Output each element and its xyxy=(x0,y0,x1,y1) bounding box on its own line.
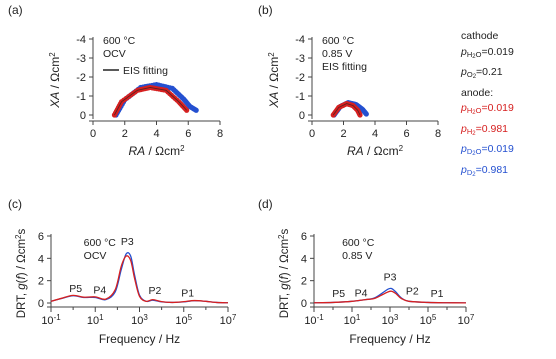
peak-label: P1 xyxy=(431,288,444,300)
side-legend: cathode pH2O=0.019 pO2=0.21 anode: pH2O=… xyxy=(461,29,514,183)
y-tick-label: 6 xyxy=(38,231,44,243)
x-tick-label: 10-1 xyxy=(41,313,61,328)
panel-label: (c) xyxy=(8,197,22,211)
data-point xyxy=(193,107,199,113)
y-tick-label: 2 xyxy=(38,276,44,288)
peak-label: P1 xyxy=(181,287,194,299)
y-tick-label: -2 xyxy=(295,72,305,84)
annotation: 0.85 V xyxy=(322,48,352,60)
x-tick-label: 2 xyxy=(340,128,346,140)
x-tick-label: 6 xyxy=(403,128,409,140)
y-tick-label: 6 xyxy=(301,231,307,243)
x-tick-label: 6 xyxy=(185,128,191,140)
nyquist-panel-a: 0 2 4 6 8 -4 -3 -2 -1 0 RA / Ωcm2 XA / Ωcm2 (a) 600 °… xyxy=(8,3,223,158)
annotation: 600 °C xyxy=(84,237,117,249)
fit-line xyxy=(114,87,187,116)
y-tick-label: 2 xyxy=(301,276,307,288)
x-tick-label: 105 xyxy=(175,313,192,328)
y-tick-label: -1 xyxy=(295,91,305,103)
x-tick-label: 10-1 xyxy=(304,313,324,328)
cathode-o2-entry: pO2=0.21 xyxy=(461,66,503,80)
annotation: EIS fitting xyxy=(322,61,367,73)
x-tick-label: 2 xyxy=(122,128,128,140)
y-tick-label: -3 xyxy=(295,53,305,65)
x-axis-title: RA / Ωcm2 xyxy=(347,144,404,159)
data-point xyxy=(363,111,369,117)
annotation: 600 °C xyxy=(342,237,375,249)
y-tick-label: -4 xyxy=(295,34,305,46)
peak-label: P4 xyxy=(355,287,368,299)
y-tick-label: -2 xyxy=(76,72,86,84)
cathode-title: cathode xyxy=(461,30,499,42)
drt-panel-d: 10-1 101 103 105 107 0 2 4 6 Frequency / Hz DRT, g… xyxy=(258,197,475,346)
y-tick-label: 4 xyxy=(301,253,307,265)
y-tick-label: 0 xyxy=(299,110,305,122)
y-tick-label: -4 xyxy=(76,34,86,46)
y-tick-label: 4 xyxy=(38,253,44,265)
y-axis-title: XA / Ωcm2 xyxy=(48,52,63,109)
drt-panel-c: 10-1 101 103 105 107 0 2 4 6 Frequency / Hz DRT, g… xyxy=(8,197,237,346)
peak-label: P2 xyxy=(406,286,419,298)
x-tick-label: 101 xyxy=(87,313,104,328)
x-axis-title: Frequency / Hz xyxy=(349,332,430,346)
x-tick-label: 101 xyxy=(344,313,361,328)
panel-label: (b) xyxy=(258,3,273,17)
peak-label: P3 xyxy=(121,236,134,248)
x-axis-title: RA / Ωcm2 xyxy=(128,144,185,159)
x-tick-label: 103 xyxy=(382,313,399,328)
peak-label: P3 xyxy=(384,272,397,284)
anode-h2o-entry: pH2O=0.019 xyxy=(461,102,514,116)
x-tick-label: 107 xyxy=(458,313,475,328)
x-tick-label: 107 xyxy=(220,313,237,328)
y-axis-title: XA / Ωcm2 xyxy=(267,52,282,109)
panel-label: (d) xyxy=(258,197,273,211)
x-tick-label: 4 xyxy=(153,128,159,140)
y-tick-label: -1 xyxy=(76,91,86,103)
x-tick-label: 8 xyxy=(435,128,441,140)
anode-d2-entry: pD2=0.981 xyxy=(461,163,509,178)
y-tick-label: 0 xyxy=(301,298,307,310)
x-axis-title: Frequency / Hz xyxy=(99,332,180,346)
peak-label: P4 xyxy=(93,285,106,297)
series-line-red xyxy=(313,290,467,304)
peak-label: P5 xyxy=(332,288,345,300)
series-line-red xyxy=(50,255,229,304)
annotation: 600 °C xyxy=(103,35,136,47)
peak-label: P2 xyxy=(149,285,162,297)
legend-label: EIS fitting xyxy=(123,65,168,77)
x-tick-label: 8 xyxy=(217,128,223,140)
y-axis-title: DRT, g(f) / Ωcm2s xyxy=(277,228,292,318)
x-tick-label: 4 xyxy=(372,128,378,140)
annotation: OCV xyxy=(84,250,107,262)
annotation: 0.85 V xyxy=(342,250,372,262)
x-tick-label: 105 xyxy=(420,313,437,328)
y-tick-label: -3 xyxy=(76,53,86,65)
y-tick-label: 0 xyxy=(80,110,86,122)
anode-h2-entry: pH2=0.981 xyxy=(461,122,509,137)
peak-label: P5 xyxy=(69,283,82,295)
y-tick-label: 0 xyxy=(38,298,44,310)
cathode-h2o-entry: pH2O=0.019 xyxy=(461,45,514,60)
nyquist-panel-b: 0 2 4 6 8 -4 -3 -2 -1 0 RA / Ωcm2 XA / Ωcm2 (b) 600 °… xyxy=(258,3,441,158)
panel-label: (a) xyxy=(8,3,23,17)
anode-d2o-entry: pD2O=0.019 xyxy=(461,143,514,157)
annotation: 600 °C xyxy=(322,35,355,47)
x-tick-label: 103 xyxy=(131,313,148,328)
fit-line xyxy=(332,103,361,116)
y-axis-title: DRT, g(f) / Ωcm2s xyxy=(14,228,29,318)
annotation: OCV xyxy=(103,48,126,60)
x-tick-label: 0 xyxy=(309,128,315,140)
x-tick-label: 0 xyxy=(90,128,96,140)
anode-title: anode: xyxy=(461,86,494,99)
